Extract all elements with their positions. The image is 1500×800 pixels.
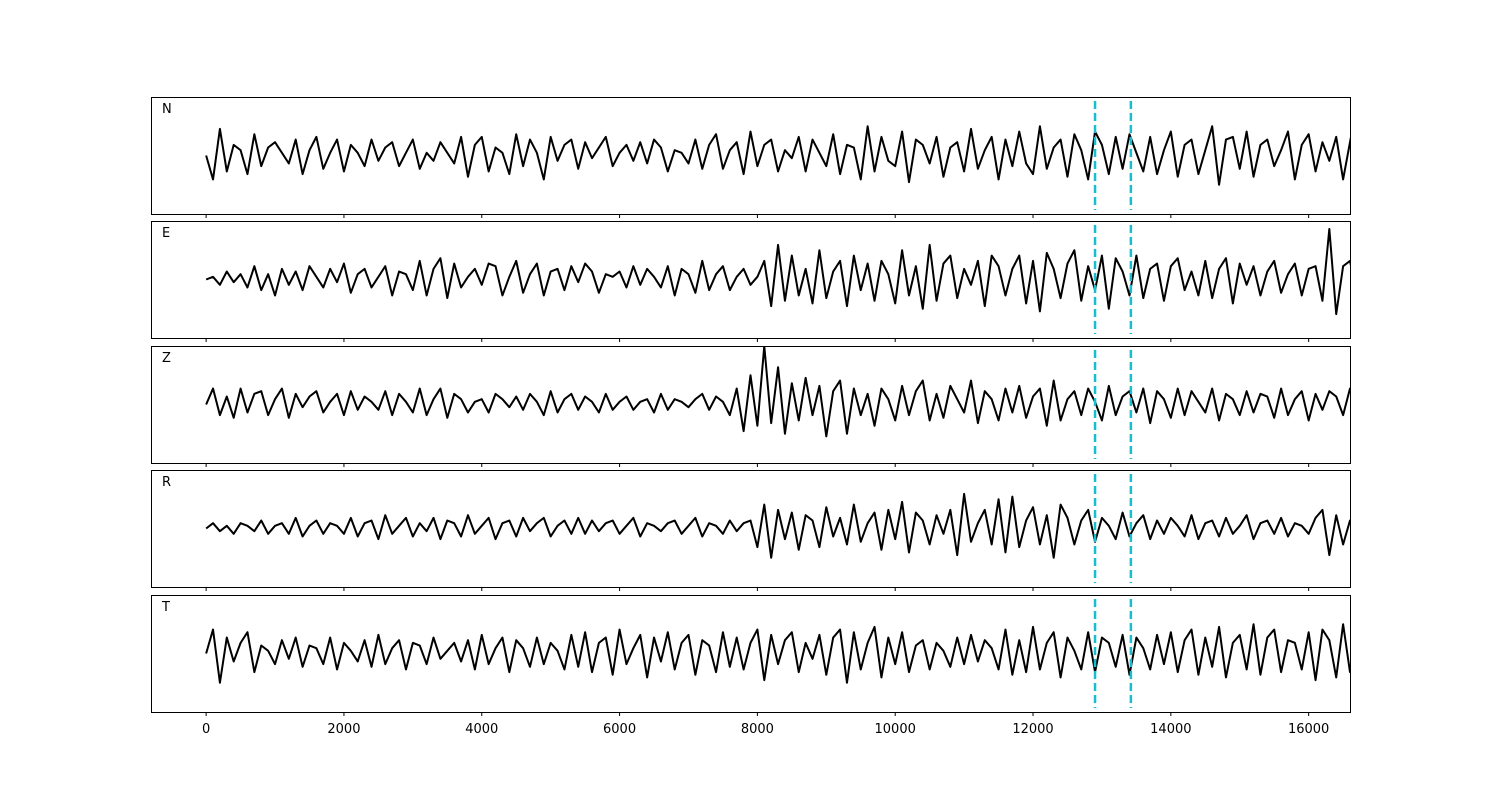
panel-r: R [151, 470, 1351, 591]
x-tick-label: 2000 [327, 722, 360, 737]
x-tick-label: 8000 [741, 722, 774, 737]
panel-frame [151, 97, 1351, 215]
panel-label: Z [162, 351, 171, 366]
x-tick-label: 0 [202, 722, 210, 737]
x-tick-label: 14000 [1150, 722, 1191, 737]
x-tick-label: 6000 [603, 722, 636, 737]
panel-z: Z [151, 346, 1351, 467]
panel-label: T [161, 600, 170, 615]
x-tick-label: 12000 [1012, 722, 1053, 737]
panel-n: N [151, 97, 1351, 218]
waveform-z [205, 346, 1350, 438]
x-tick-label: 16000 [1288, 722, 1329, 737]
panel-frame [151, 470, 1351, 588]
waveform-t [205, 623, 1350, 684]
panel-label: E [162, 226, 170, 241]
x-tick-label: 4000 [465, 722, 498, 737]
panel-frame [151, 221, 1351, 339]
waveform-r [205, 492, 1350, 559]
panel-label: N [162, 102, 172, 117]
waveform-e [205, 227, 1350, 316]
panel-e: E [151, 221, 1351, 342]
panel-t: T [151, 595, 1351, 716]
waveform-n [205, 125, 1350, 186]
x-tick-label: 10000 [875, 722, 916, 737]
panels-group: N E Z R T [151, 97, 1351, 716]
panel-frame [151, 346, 1351, 464]
panel-label: R [162, 475, 171, 490]
x-axis: 0 2000 4000 6000 8000 10000 12000 14000 16000 [202, 722, 1329, 737]
panel-frame [151, 595, 1351, 713]
